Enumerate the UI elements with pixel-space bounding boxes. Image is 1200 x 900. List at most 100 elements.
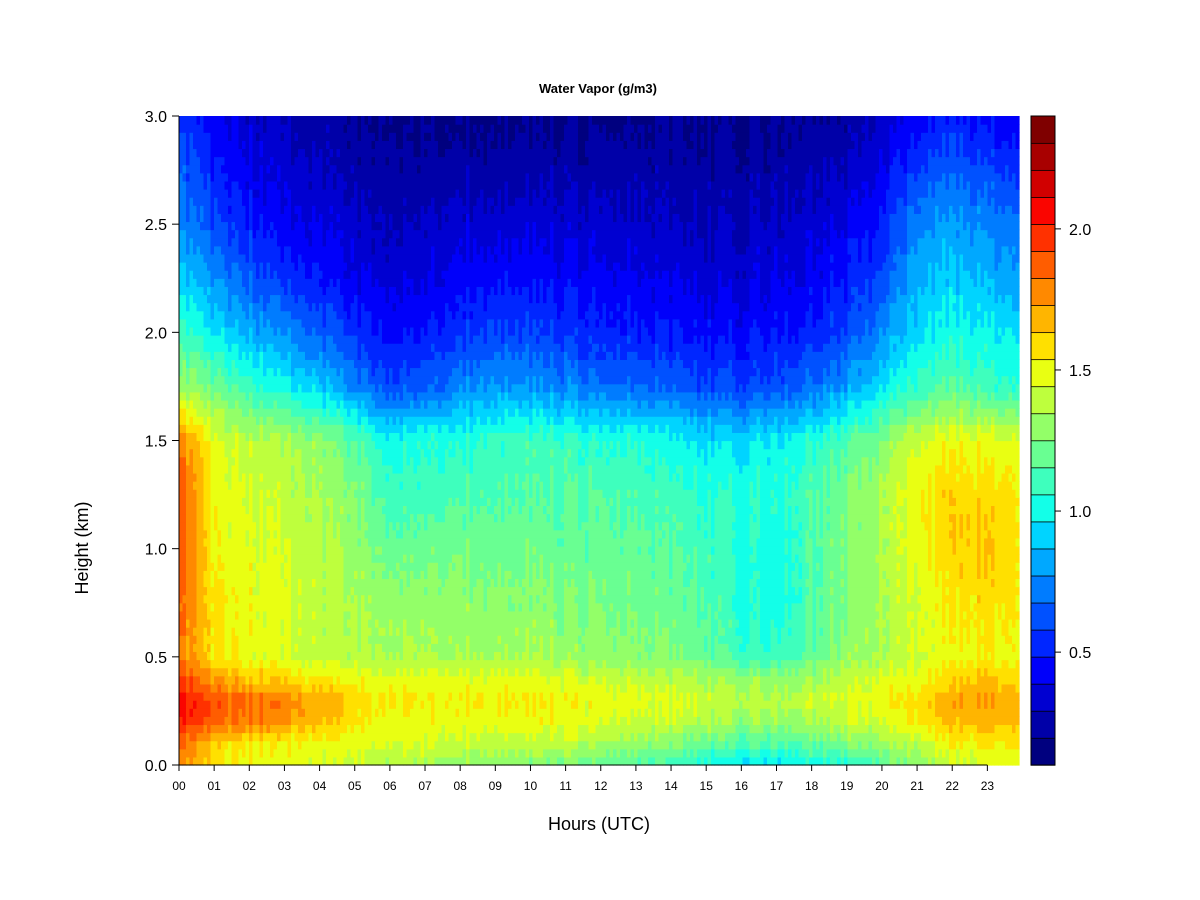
heatmap-cell: [347, 197, 351, 206]
heatmap-cell: [239, 473, 243, 482]
heatmap-cell: [235, 587, 239, 596]
heatmap-cell: [365, 570, 369, 579]
heatmap-cell: [295, 749, 299, 758]
heatmap-cell: [239, 538, 243, 547]
heatmap-cell: [232, 603, 236, 612]
heatmap-cell: [295, 716, 299, 725]
heatmap-cell: [221, 392, 225, 401]
heatmap-cell: [361, 124, 365, 133]
heatmap-cell: [260, 692, 264, 701]
heatmap-cell: [218, 189, 222, 198]
heatmap-cell: [186, 416, 190, 425]
heatmap-cell: [218, 668, 222, 677]
heatmap-cell: [190, 449, 194, 458]
heatmap-cell: [361, 749, 365, 758]
heatmap-cell: [326, 392, 330, 401]
heatmap-cell: [214, 392, 218, 401]
heatmap-cell: [193, 254, 197, 263]
heatmap-cell: [232, 749, 236, 758]
heatmap-cell: [186, 294, 190, 303]
heatmap-cell: [337, 351, 341, 360]
heatmap-cell: [298, 408, 302, 417]
heatmap-cell: [351, 238, 355, 247]
heatmap-cell: [253, 465, 257, 474]
heatmap-cell: [382, 716, 386, 725]
heatmap-cell: [256, 757, 260, 766]
heatmap-cell: [291, 303, 295, 312]
heatmap-cell: [228, 221, 232, 230]
heatmap-cell: [204, 684, 208, 693]
heatmap-cell: [386, 221, 390, 230]
heatmap-cell: [235, 157, 239, 166]
heatmap-cell: [393, 489, 397, 498]
heatmap-cell: [249, 254, 253, 263]
heatmap-cell: [284, 619, 288, 628]
heatmap-cell: [337, 197, 341, 206]
heatmap-cell: [382, 741, 386, 750]
heatmap-cell: [281, 197, 285, 206]
heatmap-cell: [386, 562, 390, 571]
heatmap-cell: [193, 343, 197, 352]
heatmap-cell: [270, 570, 274, 579]
heatmap-cell: [379, 157, 383, 166]
heatmap-cell: [319, 132, 323, 141]
heatmap-cell: [228, 148, 232, 157]
heatmap-cell: [319, 489, 323, 498]
heatmap-cell: [225, 189, 229, 198]
heatmap-cell: [197, 327, 201, 336]
heatmap-cell: [365, 749, 369, 758]
heatmap-cell: [277, 148, 281, 157]
heatmap-cell: [295, 132, 299, 141]
heatmap-cell: [190, 716, 194, 725]
heatmap-cell: [218, 392, 222, 401]
heatmap-cell: [316, 205, 320, 214]
heatmap-cell: [228, 384, 232, 393]
heatmap-cell: [365, 303, 369, 312]
heatmap-cell: [263, 570, 267, 579]
heatmap-cell: [316, 481, 320, 490]
heatmap-cell: [361, 489, 365, 498]
heatmap-cell: [200, 733, 204, 742]
heatmap-cell: [225, 497, 229, 506]
heatmap-cell: [333, 376, 337, 385]
heatmap-cell: [354, 441, 358, 450]
heatmap-cell: [340, 505, 344, 514]
heatmap-cell: [351, 505, 355, 514]
heatmap-cell: [190, 684, 194, 693]
heatmap-cell: [253, 733, 257, 742]
heatmap-cell: [249, 311, 253, 320]
heatmap-cell: [323, 473, 327, 482]
heatmap-cell: [386, 335, 390, 344]
heatmap-cell: [221, 294, 225, 303]
heatmap-cell: [221, 660, 225, 669]
heatmap-cell: [179, 400, 183, 409]
heatmap-cell: [295, 197, 299, 206]
heatmap-cell: [326, 116, 330, 125]
heatmap-cell: [305, 733, 309, 742]
heatmap-cell: [337, 238, 341, 247]
heatmap-cell: [379, 343, 383, 352]
heatmap-cell: [267, 351, 271, 360]
heatmap-cell: [382, 489, 386, 498]
heatmap-cell: [186, 148, 190, 157]
heatmap-cell: [260, 294, 264, 303]
heatmap-cell: [242, 157, 246, 166]
heatmap-cell: [214, 213, 218, 222]
heatmap-cell: [295, 416, 299, 425]
heatmap-cell: [330, 554, 334, 563]
heatmap-cell: [312, 262, 316, 271]
heatmap-cell: [218, 522, 222, 531]
heatmap-cell: [396, 546, 400, 555]
heatmap-cell: [214, 587, 218, 596]
heatmap-cell: [330, 514, 334, 523]
heatmap-cell: [323, 262, 327, 271]
heatmap-cell: [228, 562, 232, 571]
heatmap-cell: [263, 708, 267, 717]
heatmap-cell: [361, 514, 365, 523]
heatmap-cell: [232, 343, 236, 352]
heatmap-cell: [225, 238, 229, 247]
heatmap-cell: [179, 221, 183, 230]
heatmap-cell: [274, 684, 278, 693]
heatmap-cell: [393, 392, 397, 401]
heatmap-cell: [263, 408, 267, 417]
